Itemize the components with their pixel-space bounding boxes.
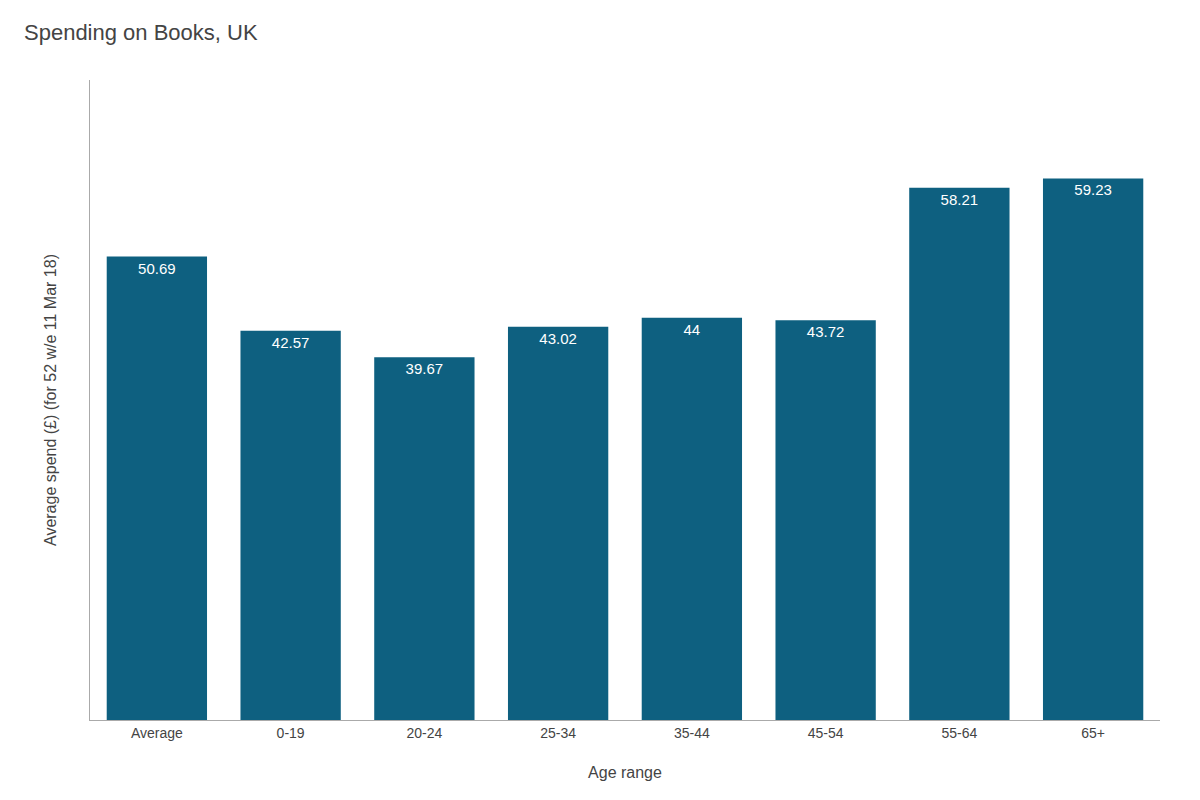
- svg-text:44: 44: [684, 321, 701, 338]
- svg-text:45-54: 45-54: [808, 725, 844, 741]
- svg-text:65+: 65+: [1081, 725, 1105, 741]
- svg-text:43.72: 43.72: [807, 323, 845, 340]
- svg-text:50.69: 50.69: [138, 260, 176, 277]
- svg-text:Age range: Age range: [588, 764, 662, 781]
- svg-text:0-19: 0-19: [277, 725, 305, 741]
- svg-text:59.23: 59.23: [1074, 181, 1112, 198]
- svg-text:42.57: 42.57: [272, 334, 310, 351]
- svg-text:55-64: 55-64: [941, 725, 977, 741]
- svg-text:Average: Average: [131, 725, 183, 741]
- svg-text:35-44: 35-44: [674, 725, 710, 741]
- svg-text:43.02: 43.02: [539, 330, 577, 347]
- svg-text:Average spend (£) (for 52 w/e: Average spend (£) (for 52 w/e 11 Mar 18): [42, 254, 59, 546]
- svg-text:25-34: 25-34: [540, 725, 576, 741]
- svg-text:20-24: 20-24: [406, 725, 442, 741]
- svg-text:58.21: 58.21: [941, 191, 979, 208]
- svg-text:39.67: 39.67: [406, 360, 444, 377]
- svg-text:Spending on Books, UK: Spending on Books, UK: [24, 20, 258, 45]
